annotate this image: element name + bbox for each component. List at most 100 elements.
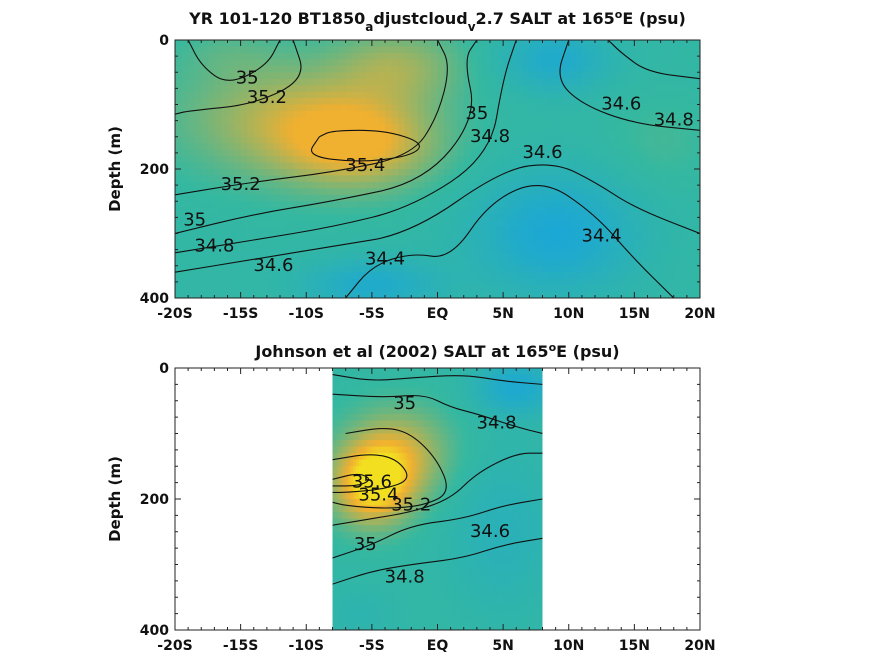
- field-cell: [483, 149, 491, 157]
- field-cell: [634, 78, 642, 86]
- field-cell: [319, 233, 327, 241]
- field-cell: [358, 227, 366, 235]
- field-cell: [490, 52, 498, 60]
- field-cell: [366, 374, 370, 382]
- field-cell: [188, 278, 196, 286]
- field-cell: [463, 162, 471, 170]
- field-cell: [382, 440, 386, 448]
- field-cell: [562, 40, 570, 48]
- field-cell: [581, 285, 590, 293]
- field-cell: [365, 259, 373, 267]
- field-cell: [542, 85, 550, 93]
- field-cell: [385, 278, 393, 286]
- field-cell: [660, 272, 668, 280]
- field-cell: [306, 91, 314, 99]
- field-cell: [366, 505, 370, 513]
- field-cell: [374, 603, 378, 611]
- field-cell: [395, 610, 399, 618]
- field-cell: [419, 433, 423, 441]
- field-cell: [312, 65, 320, 73]
- field-cell: [660, 278, 668, 286]
- field-cell: [411, 291, 419, 298]
- field-cell: [408, 597, 412, 605]
- field-cell: [214, 46, 222, 54]
- field-cell: [356, 492, 360, 500]
- field-cell: [319, 123, 327, 131]
- field-cell: [430, 175, 439, 183]
- field-cell: [337, 538, 341, 546]
- field-cell: [345, 459, 349, 467]
- field-cell: [516, 207, 524, 215]
- field-cell: [273, 104, 281, 112]
- field-cell: [201, 169, 209, 177]
- field-cell: [378, 239, 386, 247]
- field-cell: [417, 65, 425, 73]
- field-cell: [194, 214, 202, 222]
- field-cell: [400, 590, 404, 598]
- field-cell: [395, 531, 399, 539]
- field-cell: [385, 407, 389, 415]
- field-cell: [595, 265, 603, 273]
- field-cell: [595, 175, 603, 183]
- field-cell: [361, 551, 365, 559]
- field-cell: [634, 291, 642, 298]
- y-tick-label: 200: [140, 162, 169, 178]
- field-cell: [385, 616, 389, 625]
- field-cell: [319, 110, 327, 118]
- field-cell: [299, 149, 307, 157]
- field-cell: [581, 91, 590, 99]
- field-cell: [421, 525, 425, 533]
- field-cell: [503, 272, 511, 280]
- field-cell: [247, 46, 255, 54]
- field-cell: [403, 492, 407, 500]
- field-cell: [421, 387, 425, 395]
- field-cell: [416, 459, 420, 467]
- field-cell: [390, 426, 394, 435]
- field-cell: [214, 72, 222, 80]
- field-cell: [377, 459, 381, 467]
- field-cell: [432, 420, 436, 428]
- field-cell: [306, 169, 314, 177]
- field-cell: [430, 130, 439, 138]
- field-cell: [673, 265, 681, 273]
- field-cell: [306, 143, 314, 151]
- field-cell: [253, 252, 261, 260]
- field-cell: [382, 433, 386, 441]
- field-cell: [660, 156, 668, 164]
- field-cell: [353, 479, 357, 487]
- field-cell: [430, 278, 439, 286]
- field-cell: [640, 123, 649, 131]
- field-cell: [588, 78, 596, 86]
- field-cell: [361, 590, 365, 598]
- field-cell: [614, 117, 622, 125]
- field-cell: [366, 492, 370, 500]
- field-cell: [634, 59, 642, 67]
- field-cell: [266, 59, 275, 67]
- field-cell: [470, 65, 478, 73]
- field-cell: [483, 136, 491, 144]
- field-cell: [417, 91, 425, 99]
- field-cell: [516, 46, 524, 54]
- field-cell: [332, 130, 340, 138]
- field-cell: [387, 453, 391, 461]
- field-cell: [424, 584, 428, 592]
- field-cell: [361, 394, 365, 402]
- field-cell: [490, 149, 498, 157]
- field-cell: [332, 272, 340, 280]
- field-cell: [240, 291, 248, 298]
- field-cell: [343, 368, 347, 376]
- field-cell: [432, 616, 436, 625]
- field-cell: [542, 104, 550, 112]
- field-cell: [385, 400, 389, 408]
- field-cell: [378, 207, 386, 215]
- field-cell: [562, 252, 570, 260]
- field-cell: [369, 623, 373, 630]
- field-cell: [647, 72, 655, 80]
- field-cell: [575, 98, 583, 106]
- field-cell: [463, 252, 471, 260]
- field-cell: [621, 252, 629, 260]
- field-cell: [408, 577, 412, 585]
- field-cell: [395, 590, 399, 598]
- field-cell: [400, 577, 404, 585]
- field-cell: [377, 374, 381, 382]
